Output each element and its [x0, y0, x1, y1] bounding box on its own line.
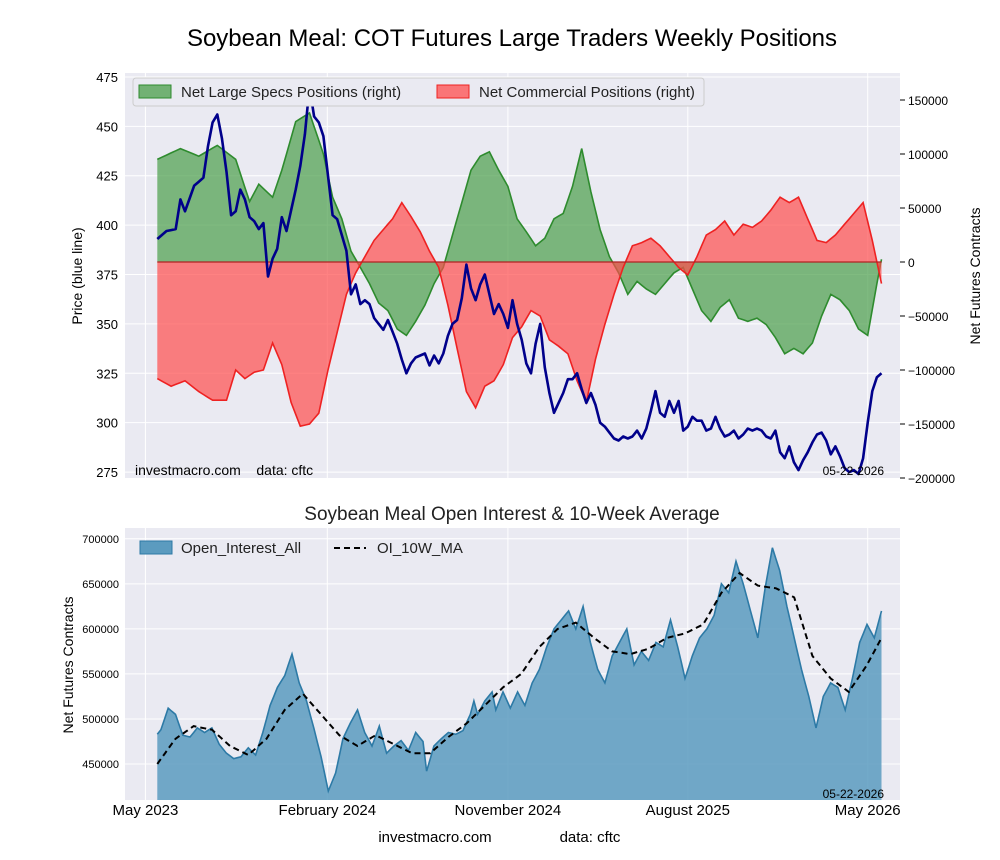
- open-interest-title: Soybean Meal Open Interest & 10-Week Ave…: [304, 504, 719, 525]
- legend-label-commercial: Net Commercial Positions (right): [479, 84, 695, 101]
- date-tick-label: November 2024: [455, 802, 562, 819]
- legend-swatch-specs: [138, 84, 172, 99]
- net-specs-line: [156, 111, 883, 355]
- legend-label-open-interest: Open_Interest_All: [181, 540, 301, 557]
- price-tick-label: 300: [96, 416, 118, 431]
- open-interest-tick-labels: 450000 500000 550000 600000 650000 700000: [82, 534, 119, 771]
- positions-legend-box: [132, 77, 705, 107]
- net-contracts-tick-labels: −200000 −150000 −100000 −50000 0 50000 100000 1…: [900, 94, 955, 486]
- positions-legend: Net Large Specs Positions (right) Net Co…: [132, 77, 705, 107]
- price-series: [156, 85, 883, 476]
- open-interest-tick-label: 450000: [82, 759, 119, 771]
- price-tick-label: 350: [96, 317, 118, 332]
- net-contracts-tick-label: 150000: [908, 94, 948, 108]
- open-interest-legend: Open_Interest_All OI_10W_MA: [139, 540, 463, 557]
- price-tick-labels: 275 300 325 350 375 400 425 450 475: [96, 70, 118, 480]
- open-interest-tick-label: 700000: [82, 534, 119, 546]
- date-tick-label: August 2025: [646, 802, 730, 819]
- net-contracts-tick-label: 0: [908, 256, 915, 270]
- net-contracts-tick-label: 50000: [908, 202, 942, 216]
- open-interest-tick-label: 500000: [82, 714, 119, 726]
- price-tick-label: 325: [96, 366, 118, 381]
- open-interest-area: [156, 547, 883, 800]
- open-interest-axis-label: Net Futures Contracts: [60, 597, 76, 734]
- date-tick-label: February 2024: [279, 802, 377, 819]
- net-contracts-axis-label: Net Futures Contracts: [967, 208, 983, 345]
- legend-swatch-open-interest: [139, 540, 173, 555]
- price-tick-label: 425: [96, 169, 118, 184]
- legend-swatch-commercial: [436, 84, 470, 99]
- price-line: [156, 85, 883, 476]
- legend-label-ma: OI_10W_MA: [377, 540, 463, 557]
- price-tick-label: 275: [96, 465, 118, 480]
- net-contracts-tick-label: −100000: [908, 364, 955, 378]
- net-commercial-area: [157, 197, 882, 427]
- open-interest-fill: [157, 547, 882, 800]
- net-specs-area: [157, 113, 882, 354]
- positions-areas: [156, 111, 883, 428]
- date-tick-labels: May 2023 February 2024 November 2024 August…: [112, 802, 900, 819]
- net-contracts-tick-label: 100000: [908, 148, 948, 162]
- open-interest-tick-label: 650000: [82, 579, 119, 591]
- legend-label-specs: Net Large Specs Positions (right): [181, 84, 401, 101]
- positions-date-annotation: 05-22-2026: [823, 464, 885, 478]
- price-tick-label: 450: [96, 119, 118, 134]
- ma-series: [156, 571, 883, 765]
- net-contracts-tick-label: −200000: [908, 472, 955, 486]
- net-contracts-tick-label: −50000: [908, 310, 949, 324]
- main-title: Soybean Meal: COT Futures Large Traders …: [187, 25, 837, 52]
- open-interest-chart: Soybean Meal Open Interest & 10-Week Ave…: [60, 504, 901, 819]
- price-tick-label: 375: [96, 268, 118, 283]
- ma-line: [156, 571, 883, 765]
- open-interest-line: [156, 547, 883, 794]
- net-contracts-tick-label: −150000: [908, 418, 955, 432]
- price-axis-label: Price (blue line): [69, 227, 85, 324]
- date-tick-label: May 2023: [112, 802, 178, 819]
- date-tick-label: May 2026: [835, 802, 901, 819]
- open-interest-date-annotation: 05-22-2026: [823, 787, 885, 801]
- footer-source: data: cftc: [560, 829, 621, 846]
- price-tick-label: 475: [96, 70, 118, 85]
- open-interest-tick-label: 600000: [82, 624, 119, 636]
- price-tick-label: 400: [96, 218, 118, 233]
- open-interest-tick-label: 550000: [82, 669, 119, 681]
- positions-chart: 275 300 325 350 375 400 425 450 475 −200000 −1500…: [69, 70, 983, 486]
- footer-site: investmacro.com: [378, 829, 491, 846]
- positions-source-annotation: investmacro.com data: cftc: [135, 462, 313, 478]
